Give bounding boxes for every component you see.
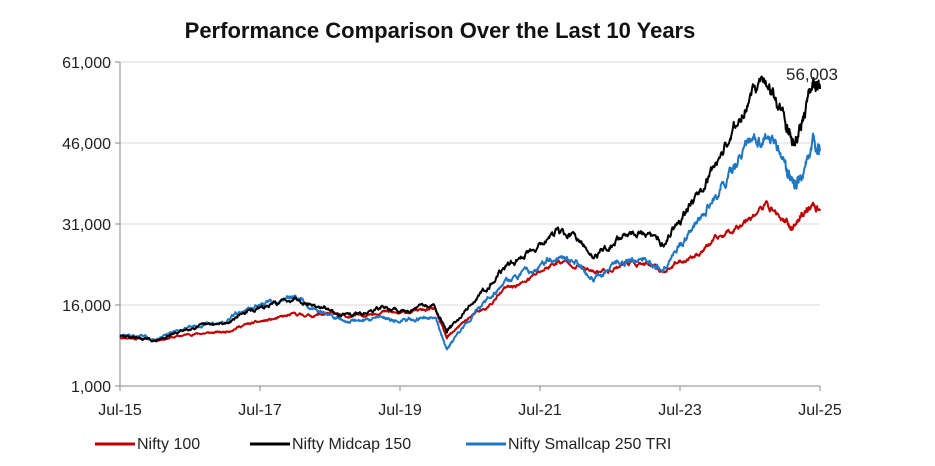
y-axis-ticks: 1,000 16,000 31,000 46,000 61,000 — [62, 55, 120, 396]
chart-title: Performance Comparison Over the Last 10 … — [185, 18, 696, 43]
series-line-nifty-smallcap-250-tri — [119, 132, 821, 351]
series-lines — [119, 75, 821, 351]
legend: Nifty 100 Nifty Midcap 150 Nifty Smallcap … — [95, 436, 671, 453]
y-tick-label: 1,000 — [71, 379, 111, 396]
x-tick-label: Jul-23 — [658, 402, 702, 419]
legend-label: Nifty Smallcap 250 TRI — [508, 436, 671, 453]
legend-item: Nifty 100 — [95, 436, 200, 453]
x-tick-label: Jul-19 — [378, 402, 422, 419]
x-tick-label: Jul-25 — [798, 402, 842, 419]
x-tick-label: Jul-21 — [518, 402, 562, 419]
y-tick-label: 46,000 — [62, 136, 111, 153]
x-tick-label: Jul-17 — [238, 402, 282, 419]
x-tick-label: Jul-15 — [98, 402, 142, 419]
legend-label: Nifty 100 — [137, 436, 200, 453]
y-tick-label: 61,000 — [62, 55, 111, 72]
legend-item: Nifty Smallcap 250 TRI — [466, 436, 671, 453]
legend-label: Nifty Midcap 150 — [292, 436, 411, 453]
series-line-nifty-midcap-150 — [119, 75, 821, 343]
end-value-label: 56,003 — [786, 65, 838, 84]
series-line-nifty-100 — [119, 200, 821, 342]
gridlines — [120, 61, 820, 306]
legend-item: Nifty Midcap 150 — [250, 436, 411, 453]
y-tick-label: 16,000 — [62, 298, 111, 315]
end-annotation: 56,003 — [786, 65, 838, 84]
x-axis-ticks: Jul-15 Jul-17 Jul-19 Jul-21 Jul-23 Jul-25 — [98, 386, 842, 419]
y-tick-label: 31,000 — [62, 217, 111, 234]
